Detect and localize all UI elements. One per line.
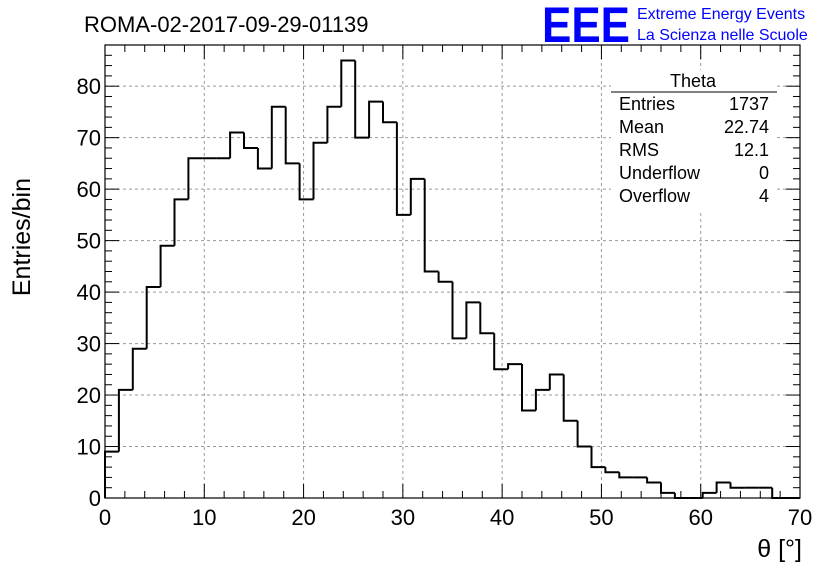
eee-logo: EEE Extreme Energy Events La Scienza nel… [542, 0, 808, 53]
histogram-bin [395, 122, 411, 216]
stats-label-mean: Mean [619, 117, 664, 137]
histogram-bin [159, 244, 175, 287]
histogram-bin [382, 101, 397, 124]
stats-value-mean: 22.74 [724, 117, 769, 137]
x-tick-label: 40 [490, 505, 514, 530]
y-tick-label: 70 [77, 126, 101, 151]
histogram-bin [423, 178, 439, 273]
plot-frame [104, 44, 801, 499]
stats-value-overflow: 4 [759, 186, 769, 206]
y-tick-label: 60 [77, 177, 101, 202]
histogram-bin [437, 271, 453, 283]
histogram-bin [604, 467, 620, 474]
logo-line-2: La Scienza nelle Scuole [637, 27, 808, 44]
stats-box-title: Theta [670, 71, 717, 91]
y-tick-label: 20 [77, 383, 101, 408]
histogram-bin [590, 446, 606, 469]
histogram-bin [368, 100, 383, 138]
eee-logo-mark: EEE [542, 0, 630, 53]
histogram-bin [256, 147, 272, 170]
y-tick-label: 80 [77, 74, 101, 99]
stats-value-rms: 12.1 [734, 140, 769, 160]
x-tick-label: 10 [192, 505, 216, 530]
y-tick-label: 30 [77, 332, 101, 357]
x-axis-title: θ [°] [757, 535, 802, 563]
stats-box: Theta Entries 1737 Mean 22.74 RMS 12.1 U… [611, 70, 777, 210]
histogram-bin [646, 477, 661, 484]
histogram-bin [479, 302, 495, 335]
y-tick-label: 0 [89, 486, 101, 511]
logo-line-1: Extreme Energy Events [637, 6, 805, 23]
histogram-bin [493, 333, 509, 371]
histogram-bin [562, 374, 578, 422]
histogram-bin [145, 285, 161, 349]
histogram-bin [131, 347, 147, 390]
x-tick-label: 50 [589, 505, 613, 530]
y-tick-label: 50 [77, 229, 101, 254]
histogram-bin [298, 163, 314, 201]
histogram-bin [534, 388, 550, 411]
histogram-bin [729, 482, 745, 489]
stats-label-rms: RMS [619, 140, 659, 160]
histogram-bin [312, 141, 328, 200]
x-tick-label: 20 [291, 505, 315, 530]
stats-label-overflow: Overflow [619, 186, 691, 206]
histogram-bin [465, 301, 481, 339]
histogram [104, 59, 800, 499]
x-tick-label: 30 [391, 505, 415, 530]
histogram-bin [173, 198, 189, 246]
histogram-bin [409, 177, 425, 215]
histogram-bin [660, 482, 675, 494]
chart-title: ROMA-02-2017-09-29-01139 [84, 12, 369, 37]
histogram-bin [451, 281, 467, 340]
stats-label-underflow: Underflow [619, 163, 701, 183]
histogram-bin [576, 420, 592, 448]
histogram-bin [354, 60, 370, 139]
histogram-bin [187, 157, 203, 200]
histogram-bin [507, 363, 522, 370]
histogram-bin [243, 132, 258, 149]
histogram-bin [673, 492, 689, 499]
histogram-bin [104, 450, 119, 498]
grid-lines [105, 45, 800, 498]
histogram-bin [117, 388, 133, 452]
y-axis-title: Entries/bin [8, 178, 36, 296]
x-tick-label: 70 [788, 505, 812, 530]
y-tick-label: 40 [77, 280, 101, 305]
histogram-bin [618, 472, 634, 479]
histogram-bin [284, 106, 300, 165]
y-tick-label: 10 [77, 435, 101, 460]
stats-box-background [611, 70, 777, 210]
x-tick-label: 0 [99, 505, 111, 530]
histogram-bin [326, 105, 342, 143]
histogram-bin [270, 105, 286, 169]
histogram-bin [521, 364, 536, 412]
histogram-bin [548, 373, 564, 390]
histogram-bin [701, 491, 717, 498]
stats-label-entries: Entries [619, 94, 675, 114]
histogram-bin [715, 481, 731, 493]
stats-value-underflow: 0 [759, 163, 769, 183]
x-tick-label: 60 [688, 505, 712, 530]
stats-value-entries: 1737 [729, 94, 769, 114]
histogram-bin [340, 59, 356, 107]
histogram-bin [229, 131, 244, 159]
histogram-bin [771, 487, 787, 499]
